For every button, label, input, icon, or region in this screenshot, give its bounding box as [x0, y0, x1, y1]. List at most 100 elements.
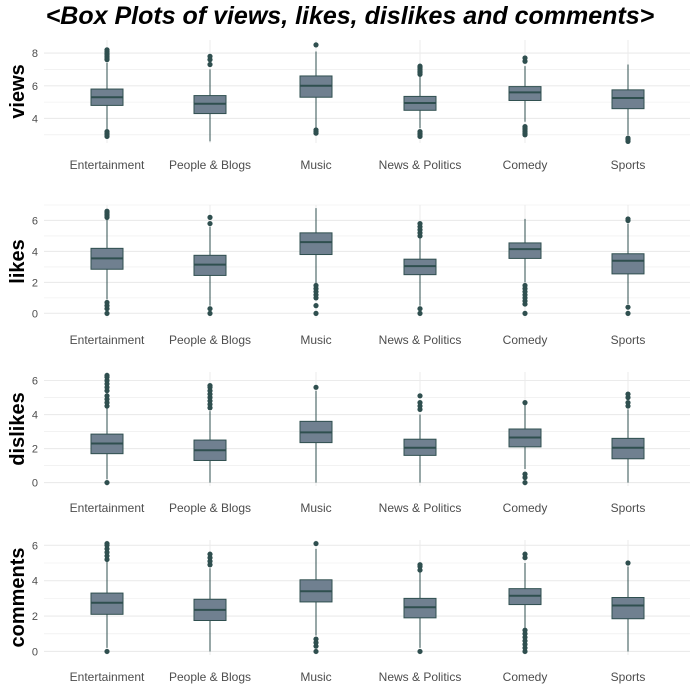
x-category-label: News & Politics — [379, 501, 462, 515]
outlier-point — [104, 372, 110, 379]
x-category-label: Comedy — [503, 670, 548, 684]
outlier-point — [104, 648, 110, 655]
outlier-point — [207, 53, 213, 59]
x-category-label: Comedy — [503, 333, 548, 347]
box-iqr — [299, 232, 333, 256]
y-tick-label: 6 — [32, 81, 38, 93]
outlier-point — [417, 306, 423, 312]
outlier-point — [104, 540, 110, 547]
box-iqr — [611, 597, 645, 620]
outlier-point — [104, 393, 110, 399]
outlier-point — [207, 383, 213, 389]
y-tick-label: 0 — [32, 478, 38, 490]
outlier-point — [104, 208, 110, 214]
outlier-point — [313, 384, 319, 390]
y-tick-label: 4 — [32, 113, 38, 125]
y-tick-label: 2 — [32, 444, 38, 456]
chart-title: <Box Plots of views, likes, dislikes and… — [45, 2, 655, 30]
x-category-label: Comedy — [503, 158, 548, 172]
outlier-point — [522, 282, 528, 289]
y-axis-label: views — [7, 64, 29, 118]
y-tick-label: 4 — [32, 246, 38, 258]
x-category-label: Entertainment — [70, 670, 145, 684]
box-iqr — [508, 242, 542, 259]
y-tick-label: 0 — [32, 308, 38, 320]
x-category-label: News & Politics — [379, 670, 462, 684]
outlier-point — [313, 636, 319, 642]
x-category-label: Sports — [611, 670, 646, 684]
outlier-point — [207, 306, 213, 312]
outlier-point — [417, 562, 423, 568]
x-category-label: News & Politics — [379, 333, 462, 347]
x-category-label: Music — [300, 158, 331, 172]
y-axis-label: comments — [7, 547, 29, 647]
outlier-point — [522, 471, 528, 477]
outlier-point — [625, 310, 631, 316]
x-category-label: Sports — [611, 158, 646, 172]
outlier-point — [522, 627, 528, 633]
outlier-point — [417, 310, 423, 316]
x-category-label: People & Blogs — [169, 501, 251, 515]
x-category-label: Music — [300, 501, 331, 515]
outlier-point — [104, 47, 110, 53]
outlier-point — [207, 551, 213, 557]
y-tick-label: 6 — [32, 376, 38, 388]
outlier-point — [522, 124, 528, 130]
outlier-point — [207, 214, 213, 220]
outlier-point — [313, 540, 319, 547]
outlier-point — [313, 127, 319, 133]
y-tick-label: 6 — [32, 215, 38, 227]
outlier-point — [625, 560, 631, 566]
outlier-point — [104, 310, 110, 316]
y-tick-label: 2 — [32, 611, 38, 623]
outlier-point — [313, 42, 319, 48]
y-tick-label: 6 — [32, 540, 38, 552]
x-category-label: Entertainment — [70, 501, 145, 515]
outlier-point — [522, 400, 528, 406]
x-category-label: News & Politics — [379, 158, 462, 172]
outlier-point — [417, 648, 423, 655]
outlier-point — [522, 55, 528, 61]
y-tick-label: 0 — [32, 646, 38, 658]
y-tick-label: 4 — [32, 410, 38, 422]
outlier-point — [417, 128, 423, 135]
outlier-point — [417, 220, 423, 227]
outlier-point — [313, 282, 319, 289]
x-category-label: Comedy — [503, 501, 548, 515]
x-category-label: Music — [300, 333, 331, 347]
outlier-point — [417, 63, 423, 69]
outlier-point — [104, 128, 110, 135]
outlier-point — [104, 479, 110, 486]
x-category-label: Entertainment — [70, 333, 145, 347]
outlier-point — [313, 303, 319, 309]
outlier-point — [417, 393, 423, 399]
outlier-point — [625, 391, 631, 397]
y-tick-label: 2 — [32, 277, 38, 289]
x-category-label: Sports — [611, 501, 646, 515]
outlier-point — [625, 135, 631, 141]
y-axis-label: dislikes — [7, 392, 29, 465]
box-iqr — [508, 86, 542, 101]
y-tick-label: 4 — [32, 576, 38, 588]
outlier-point — [417, 400, 423, 406]
x-category-label: Entertainment — [70, 158, 145, 172]
x-category-label: People & Blogs — [169, 670, 251, 684]
outlier-point — [104, 299, 110, 306]
box-iqr — [611, 89, 645, 110]
outlier-point — [313, 310, 319, 316]
outlier-point — [207, 220, 213, 227]
x-category-label: People & Blogs — [169, 333, 251, 347]
x-category-label: Music — [300, 670, 331, 684]
outlier-point — [313, 648, 319, 655]
x-category-label: People & Blogs — [169, 158, 251, 172]
outlier-point — [625, 216, 631, 222]
box-iqr — [611, 253, 645, 275]
y-axis-label: likes — [7, 239, 29, 283]
outlier-point — [522, 310, 528, 316]
outlier-point — [625, 400, 631, 406]
outlier-point — [625, 304, 631, 310]
outlier-point — [522, 479, 528, 486]
y-tick-label: 8 — [32, 48, 38, 60]
outlier-point — [522, 551, 528, 557]
